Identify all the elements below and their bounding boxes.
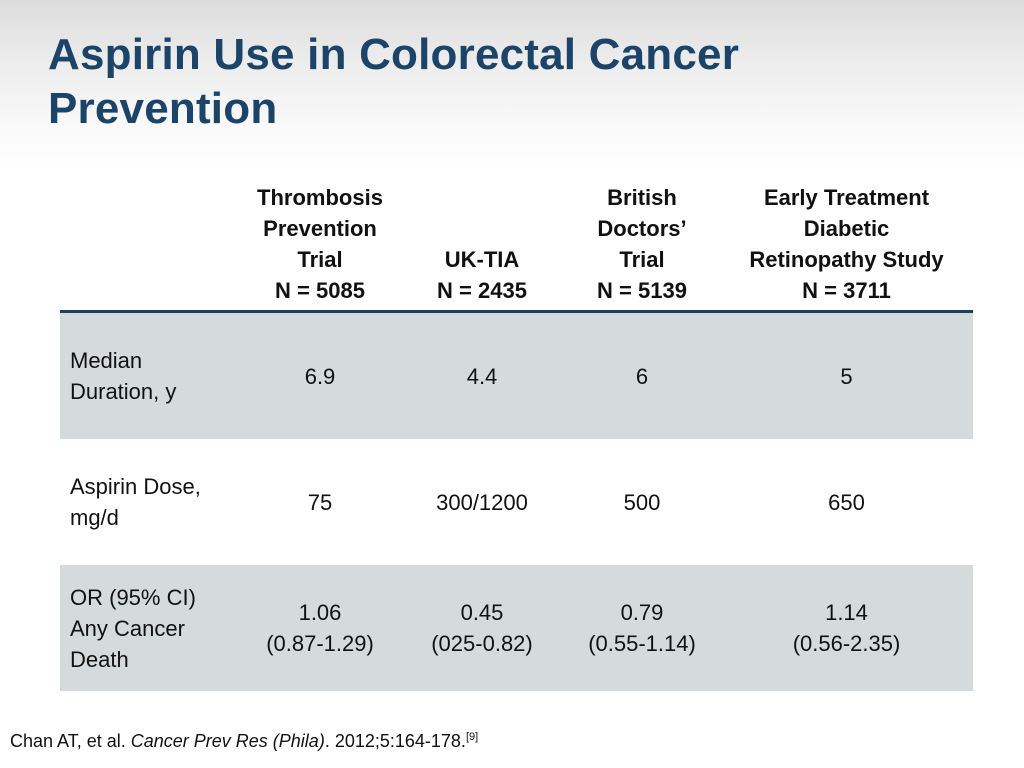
cell-value: 6.9: [304, 363, 336, 389]
cell-value: 500: [623, 489, 661, 515]
column-header-thrombosis-prevention-trial: Thrombosis Prevention Trial N = 5085: [240, 182, 400, 306]
cell-ci: (0.56-2.35): [792, 631, 901, 656]
table-cell: 0.79 (0.55-1.14): [564, 565, 720, 691]
footnote-journal: Cancer Prev Res (Phila): [130, 731, 325, 751]
slide-title-line-2: Prevention: [48, 84, 278, 133]
row-label-line: mg/d: [70, 505, 119, 530]
cell-ci: (025-0.82): [431, 631, 533, 656]
table-cell: 650: [720, 439, 973, 565]
column-header-line: UK-TIA: [444, 247, 520, 272]
cell-value: 300/1200: [436, 489, 528, 515]
table-cell: 6: [564, 313, 720, 439]
column-header-line: Doctors’: [597, 216, 687, 241]
column-header-british-doctors-trial: British Doctors’ Trial N = 5139: [564, 182, 720, 306]
row-label: OR (95% CI) Any Cancer Death: [70, 565, 196, 691]
column-header-line: Early Treatment: [763, 185, 930, 210]
column-header-uk-tia: UK-TIA N = 2435: [400, 244, 564, 306]
column-header-line: N = 5085: [275, 278, 365, 303]
table-cell: 300/1200: [400, 439, 564, 565]
table-cell: 1.14 (0.56-2.35): [720, 565, 973, 691]
reference-footnote: Chan AT, et al. Cancer Prev Res (Phila).…: [10, 731, 478, 752]
cell-ci: (0.87-1.29): [266, 631, 374, 656]
table-row-odds-ratio: OR (95% CI) Any Cancer Death 1.06 (0.87-…: [60, 565, 973, 691]
column-header-line: N = 5139: [597, 278, 687, 303]
footnote-authors: Chan AT, et al.: [10, 731, 131, 751]
cell-value: 0.45: [460, 600, 504, 625]
column-header-line: British: [607, 185, 677, 210]
row-label-line: Death: [70, 646, 129, 672]
cell-value: 1.14: [825, 600, 868, 625]
table-cell: 75: [240, 439, 400, 565]
cell-value: 5: [840, 363, 853, 389]
column-header-line: Diabetic: [803, 216, 890, 241]
row-label-line: OR (95% CI): [70, 584, 196, 610]
column-header-line: Retinopathy Study: [749, 247, 944, 272]
table-header-row: Thrombosis Prevention Trial N = 5085 UK-…: [60, 184, 973, 313]
trials-table: Thrombosis Prevention Trial N = 5085 UK-…: [60, 184, 973, 691]
cell-value: 0.79: [620, 600, 664, 625]
table-cell: 5: [720, 313, 973, 439]
footnote-citation: . 2012;5:164-178.: [324, 731, 466, 751]
table-row-aspirin-dose: Aspirin Dose, mg/d 75 300/1200 500 650: [60, 439, 973, 565]
cell-value: 1.06: [298, 600, 342, 625]
table-cell: 1.06 (0.87-1.29): [240, 565, 400, 691]
row-label: Median Duration, y: [70, 313, 176, 439]
cell-ci: (0.55-1.14): [588, 631, 696, 656]
table-cell: 0.45 (025-0.82): [400, 565, 564, 691]
slide-title: Aspirin Use in Colorectal Cancer Prevent…: [48, 28, 988, 136]
row-label-line: Any Cancer: [70, 615, 185, 641]
column-header-line: Thrombosis: [257, 185, 383, 210]
table-cell: 6.9: [240, 313, 400, 439]
column-header-etdrs: Early Treatment Diabetic Retinopathy Stu…: [720, 182, 973, 306]
row-label-line: Duration, y: [70, 379, 177, 404]
footnote-reference-number: [9]: [465, 731, 479, 743]
column-header-line: N = 3711: [802, 278, 891, 303]
cell-value: 4.4: [466, 363, 498, 389]
cell-value: 6: [635, 363, 649, 389]
row-label-line: Median: [70, 348, 143, 373]
cell-value: 650: [828, 489, 865, 515]
row-label-line: Aspirin Dose,: [70, 474, 201, 499]
column-header-line: Trial: [619, 247, 665, 272]
slide-title-line-1: Aspirin Use in Colorectal Cancer: [48, 30, 740, 79]
column-header-line: Trial: [297, 247, 343, 272]
column-header-line: Prevention: [263, 216, 377, 241]
table-cell: 500: [564, 439, 720, 565]
table-row-median-duration: Median Duration, y 6.9 4.4 6 5: [60, 313, 973, 439]
column-header-line: N = 2435: [437, 278, 527, 303]
table-cell: 4.4: [400, 313, 564, 439]
row-label: Aspirin Dose, mg/d: [70, 439, 201, 565]
cell-value: 75: [307, 489, 333, 515]
